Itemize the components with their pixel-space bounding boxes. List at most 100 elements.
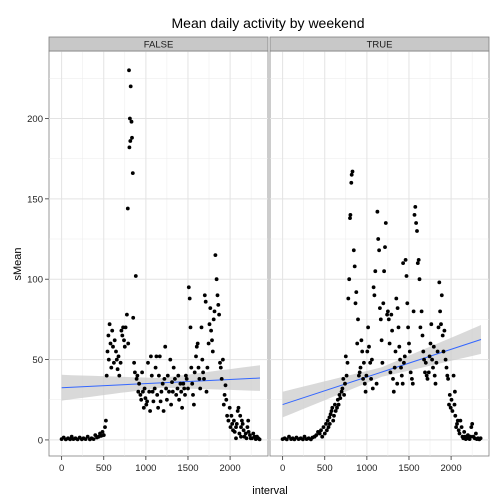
data-point xyxy=(337,393,342,397)
data-point xyxy=(393,349,398,354)
data-point xyxy=(345,360,350,365)
data-point xyxy=(126,341,131,346)
data-point xyxy=(174,393,179,397)
data-point xyxy=(163,344,168,349)
data-point xyxy=(455,418,460,423)
x-tick-label: 1000 xyxy=(356,463,377,474)
data-point xyxy=(370,386,375,391)
data-point xyxy=(385,312,389,317)
data-point xyxy=(181,381,186,386)
data-point xyxy=(217,312,222,317)
data-point xyxy=(135,373,140,378)
data-point xyxy=(222,393,227,397)
data-point xyxy=(243,431,248,436)
data-point xyxy=(404,274,409,278)
data-point xyxy=(386,309,390,314)
data-point xyxy=(171,365,176,370)
data-point xyxy=(325,418,330,423)
data-point xyxy=(358,365,363,370)
smooth-line xyxy=(282,339,482,406)
data-point xyxy=(462,430,467,434)
data-point xyxy=(205,365,210,370)
data-point xyxy=(153,365,158,370)
data-point xyxy=(139,397,144,402)
data-point xyxy=(196,365,201,370)
data-point xyxy=(380,360,385,365)
data-point xyxy=(240,418,244,423)
data-point xyxy=(203,299,208,304)
data-point xyxy=(343,354,348,359)
data-point xyxy=(141,405,146,410)
data-point xyxy=(360,349,365,354)
y-axis-ticks: 0 50 100 150 200 xyxy=(27,114,49,446)
data-point xyxy=(405,301,410,306)
data-point xyxy=(101,433,106,437)
data-point xyxy=(234,425,238,429)
data-point xyxy=(395,306,400,310)
y-tick-label: 0 xyxy=(38,435,43,446)
data-point xyxy=(442,328,447,333)
data-point xyxy=(169,402,174,407)
data-point xyxy=(340,386,345,391)
data-point xyxy=(158,399,163,404)
data-point xyxy=(91,437,96,441)
facet-strip xyxy=(269,36,490,52)
data-point xyxy=(422,357,426,362)
data-point xyxy=(378,306,382,310)
data-point xyxy=(127,116,132,121)
data-point xyxy=(373,269,378,274)
data-point xyxy=(119,328,124,333)
data-point xyxy=(440,333,445,338)
data-point xyxy=(350,169,355,174)
data-point xyxy=(381,301,386,306)
data-point xyxy=(353,301,358,306)
data-point xyxy=(132,360,137,365)
data-point xyxy=(368,360,373,365)
data-point xyxy=(216,303,221,307)
data-point xyxy=(229,413,234,418)
data-point xyxy=(112,360,116,365)
data-point xyxy=(157,373,161,378)
data-point xyxy=(142,386,147,391)
data-point xyxy=(110,328,115,333)
data-point xyxy=(415,229,419,233)
data-point xyxy=(184,377,189,381)
data-point xyxy=(199,325,204,330)
data-point xyxy=(401,261,405,265)
data-point xyxy=(103,425,107,429)
data-point xyxy=(453,389,457,394)
data-point xyxy=(396,325,401,330)
facet-strip xyxy=(48,36,269,52)
x-tick-label: 1500 xyxy=(177,463,198,474)
data-point xyxy=(114,349,118,354)
data-point xyxy=(435,349,440,354)
data-point xyxy=(224,397,229,402)
data-point xyxy=(362,381,367,386)
data-point xyxy=(194,354,198,359)
data-point xyxy=(349,172,354,177)
data-point xyxy=(214,277,219,282)
data-point xyxy=(423,370,427,375)
data-point xyxy=(453,413,458,418)
data-point xyxy=(198,386,203,391)
data-point xyxy=(351,248,356,253)
data-point xyxy=(335,405,339,410)
data-point xyxy=(447,393,452,397)
data-point xyxy=(423,360,428,365)
data-point xyxy=(459,425,464,429)
data-point xyxy=(416,258,421,262)
data-point xyxy=(356,317,360,322)
data-point xyxy=(410,381,415,386)
data-point xyxy=(328,412,333,417)
data-point xyxy=(218,360,222,365)
data-point xyxy=(420,333,425,338)
data-point xyxy=(194,344,199,349)
facet-strip-label: FALSE xyxy=(144,40,174,51)
data-point xyxy=(149,373,154,378)
data-point xyxy=(212,309,217,314)
data-point xyxy=(241,428,246,433)
data-point xyxy=(394,296,399,301)
data-point xyxy=(106,357,111,362)
data-point xyxy=(377,248,381,253)
data-point xyxy=(357,370,362,375)
